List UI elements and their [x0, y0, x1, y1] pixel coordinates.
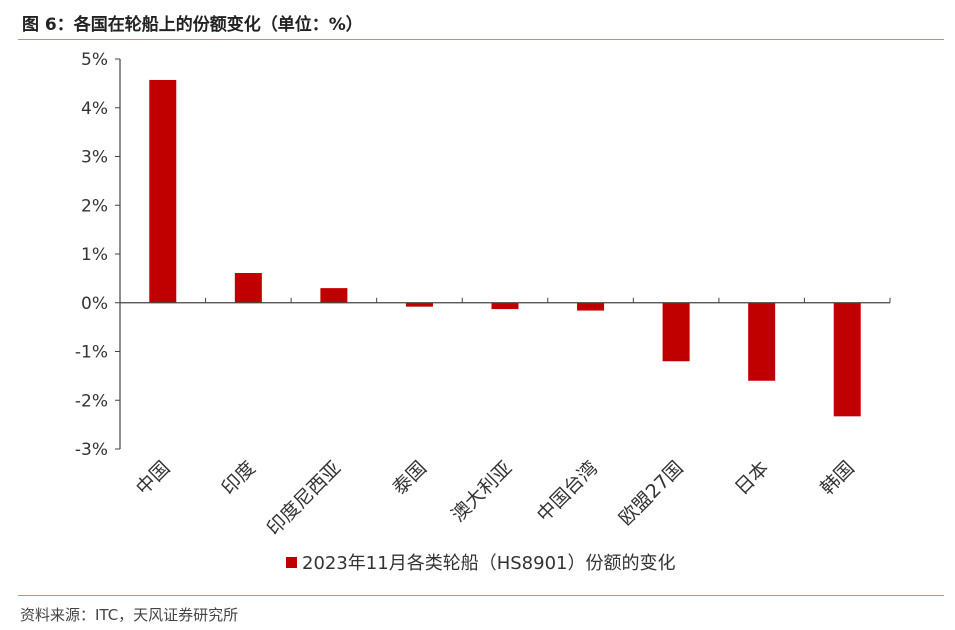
bar	[833, 302, 861, 417]
chart-title: 图 6：各国在轮船上的份额变化（单位：%）	[22, 15, 363, 35]
category-label: 澳大利亚	[447, 457, 516, 526]
y-tick-label: 5%	[81, 50, 108, 70]
legend: 2023年11月各类轮船（HS8901）份额的变化	[286, 553, 675, 574]
category-labels: 中国 印度 印度尼西亚 泰国 澳大利亚 中国台湾 欧盟27国 日本 韩国	[132, 457, 859, 540]
category-label: 印度	[217, 457, 259, 499]
category-label: 印度尼西亚	[263, 457, 346, 540]
y-tick-label: 2%	[81, 196, 108, 216]
y-tick-label: -1%	[75, 343, 108, 363]
bar	[491, 302, 519, 310]
y-tick-label: -2%	[75, 391, 108, 411]
category-label: 泰国	[389, 457, 431, 499]
source-note: 资料来源：ITC，天风证券研究所	[20, 606, 239, 624]
bar	[149, 79, 177, 303]
category-label: 日本	[731, 457, 773, 499]
y-tick-label: 3%	[81, 148, 108, 168]
bar	[320, 288, 348, 303]
legend-label: 2023年11月各类轮船（HS8901）份额的变化	[302, 553, 675, 574]
footer-divider	[18, 595, 944, 596]
category-label: 韩国	[816, 457, 858, 499]
bar	[662, 302, 690, 362]
bar	[748, 302, 776, 381]
category-label: 中国台湾	[533, 457, 602, 526]
y-tick-label: -3%	[75, 440, 108, 460]
y-tick-label: 1%	[81, 245, 108, 265]
y-tick-label: 4%	[81, 99, 108, 119]
bar-chart: 5% 4% 3% 2% 1% 0% -1% -2% -3% 中国 印度 印度尼西亚 泰国 澳大利亚 中国台…	[75, 50, 891, 574]
legend-swatch	[286, 557, 297, 568]
category-label: 欧盟27国	[615, 457, 688, 530]
bars	[149, 79, 861, 417]
category-label: 中国	[132, 457, 174, 499]
title-divider	[18, 39, 944, 40]
y-tick-label: 0%	[81, 294, 108, 314]
bar	[234, 273, 262, 303]
bar	[577, 302, 605, 311]
y-axis: 5% 4% 3% 2% 1% 0% -1% -2% -3%	[75, 50, 121, 460]
x-axis	[119, 297, 891, 304]
bar	[405, 302, 433, 307]
